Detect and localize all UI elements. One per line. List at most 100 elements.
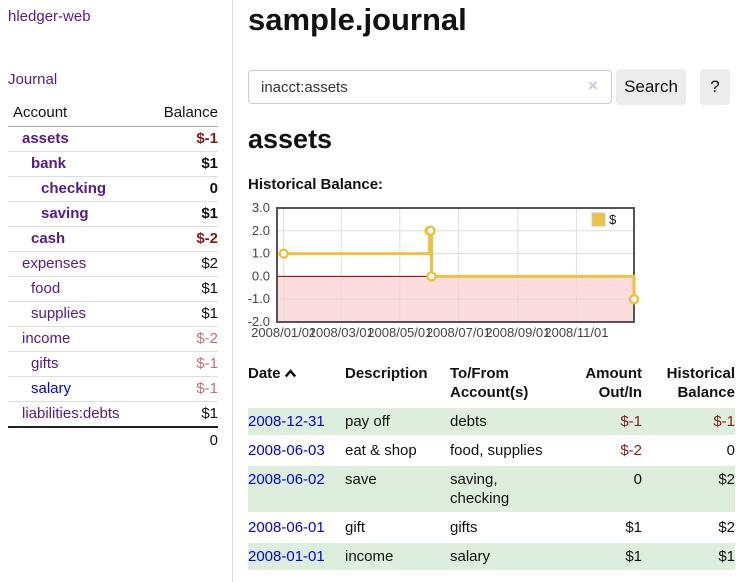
transaction-description: save [345,465,450,514]
transaction-date-link[interactable]: 2008-12-31 [248,413,325,430]
accounts-table-header: Account Balance [8,98,218,127]
accounts-table: Account Balance assets $-1 bank $1 check… [8,98,218,454]
account-balance: $-1 [138,376,218,402]
transaction-description: gift [345,513,450,543]
account-balance: $-1 [138,126,218,152]
account-row: cash $-2 [8,226,218,252]
transaction-row: 2008-12-31 pay off debts $-1 $-1 [248,408,735,437]
transaction-date-link[interactable]: 2008-06-03 [248,442,325,459]
transaction-balance: $-1 [642,408,735,437]
svg-text:-2.0: -2.0 [248,314,270,329]
historical-balance-chart: 3.0 2.0 1.0 0.0 -1.0 -2.0 2008/01/01 2008/03/01… [240,198,660,348]
account-link-assets[interactable]: assets [22,130,69,147]
account-row: assets $-1 [8,126,218,152]
account-link-salary[interactable]: salary [31,380,72,397]
account-row: food $1 [8,276,218,302]
svg-text:2008/11/01: 2008/11/01 [544,325,608,340]
transaction-balance: $2 [642,513,735,543]
chart-grid: 3.0 2.0 1.0 0.0 -1.0 -2.02008/01/012008/03/01… [248,200,634,340]
amount-column-header: Amount Out/In [585,365,642,401]
clear-search-icon[interactable]: × [588,76,598,95]
transaction-amount: $-1 [555,408,642,437]
account-column-header: Account [8,98,138,127]
account-balance: $1 [138,301,218,327]
account-balance: $1 [138,276,218,302]
account-link-checking[interactable]: checking [41,180,107,197]
transaction-accounts: debts [450,408,555,437]
transaction-accounts: gifts [450,513,555,543]
transaction-balance: $2 [642,465,735,514]
transaction-date-link[interactable]: 2008-06-01 [248,519,325,536]
account-row: salary $-1 [8,376,218,402]
transaction-accounts: salary [450,542,555,572]
transaction-date-link[interactable]: 2008-06-02 [248,471,325,488]
transaction-description: income [345,542,450,572]
account-row: liabilities:debts $1 [8,401,218,428]
svg-text:-1.0: -1.0 [248,291,270,306]
account-link-supplies[interactable]: supplies [31,305,87,322]
transaction-row: 2008-01-01 income salary $1 $1 [248,542,735,572]
account-row: gifts $-1 [8,351,218,377]
transaction-date-link[interactable]: 2008-01-01 [248,548,325,565]
account-balance: $-2 [138,226,218,252]
balance-column-header: Balance [138,98,218,127]
account-link-cash[interactable]: cash [31,230,66,247]
transaction-row: 2008-06-01 gift gifts $1 $2 [248,513,735,543]
search-button[interactable]: Search [616,69,686,105]
svg-text:2008/01/01: 2008/01/01 [251,325,316,340]
svg-text:2.0: 2.0 [252,223,270,238]
transactions-table: Date Description To/From Account(s) Amou… [248,362,735,572]
account-balance: $-2 [138,326,218,352]
account-link-gifts[interactable]: gifts [31,355,59,372]
account-row: bank $1 [8,151,218,177]
account-balance: $-1 [138,351,218,377]
account-balance: $2 [138,251,218,277]
svg-text:2008/07/01: 2008/07/01 [426,325,491,340]
account-row: expenses $2 [8,251,218,277]
transactions-header-row: Date Description To/From Account(s) Amou… [248,362,735,408]
sort-ascending-icon [284,369,296,378]
svg-text:2008/03/01: 2008/03/01 [309,325,374,340]
svg-text:2008/09/01: 2008/09/01 [485,325,550,340]
search-input[interactable] [248,70,612,104]
help-button[interactable]: ? [700,69,730,105]
description-column-header: Description [345,365,428,382]
transaction-amount: $1 [555,542,642,572]
svg-text:1.0: 1.0 [252,246,270,261]
account-row: income $-2 [8,326,218,352]
transaction-amount: $-2 [555,436,642,466]
account-link-food[interactable]: food [31,280,61,297]
svg-text:2008/05/01: 2008/05/01 [367,325,432,340]
account-link-bank[interactable]: bank [31,155,67,172]
chart-series [278,225,640,305]
account-link-saving[interactable]: saving [41,205,89,222]
legend-swatch-icon [591,212,606,227]
app-brand-link[interactable]: hledger-web [8,8,91,25]
account-balance: $1 [138,401,218,428]
transaction-amount: 0 [555,465,642,514]
search-form: × Search ? [248,69,742,105]
transaction-accounts: food, supplies [450,436,555,466]
chart-title: Historical Balance: [248,176,384,193]
balance-column-header: Historical Balance [666,365,735,401]
accounts-total-balance: 0 [138,426,218,454]
transaction-row: 2008-06-02 save saving, checking 0 $2 [248,465,735,514]
page-title: sample.journal [248,2,467,37]
sidebar-item-journal[interactable]: Journal [8,71,58,88]
date-column-header[interactable]: Date [248,362,345,408]
account-link-liabilities-debts[interactable]: liabilities:debts [22,405,120,422]
account-balance: $1 [138,201,218,227]
account-row: supplies $1 [8,301,218,327]
account-link-expenses[interactable]: expenses [22,255,87,272]
transaction-amount: $1 [555,513,642,543]
account-heading: assets [248,124,333,154]
accounts-total-row: 0 [8,426,218,454]
transaction-balance: $1 [642,542,735,572]
legend-label: $ [609,212,617,227]
account-link-income[interactable]: income [22,330,71,347]
account-row: checking 0 [8,176,218,202]
transaction-description: eat & shop [345,436,450,466]
sidebar: hledger-web Journal Account Balance asse… [0,0,233,582]
chart-plot-border [276,207,635,323]
tofrom-column-header: To/From Account(s) [450,365,529,401]
